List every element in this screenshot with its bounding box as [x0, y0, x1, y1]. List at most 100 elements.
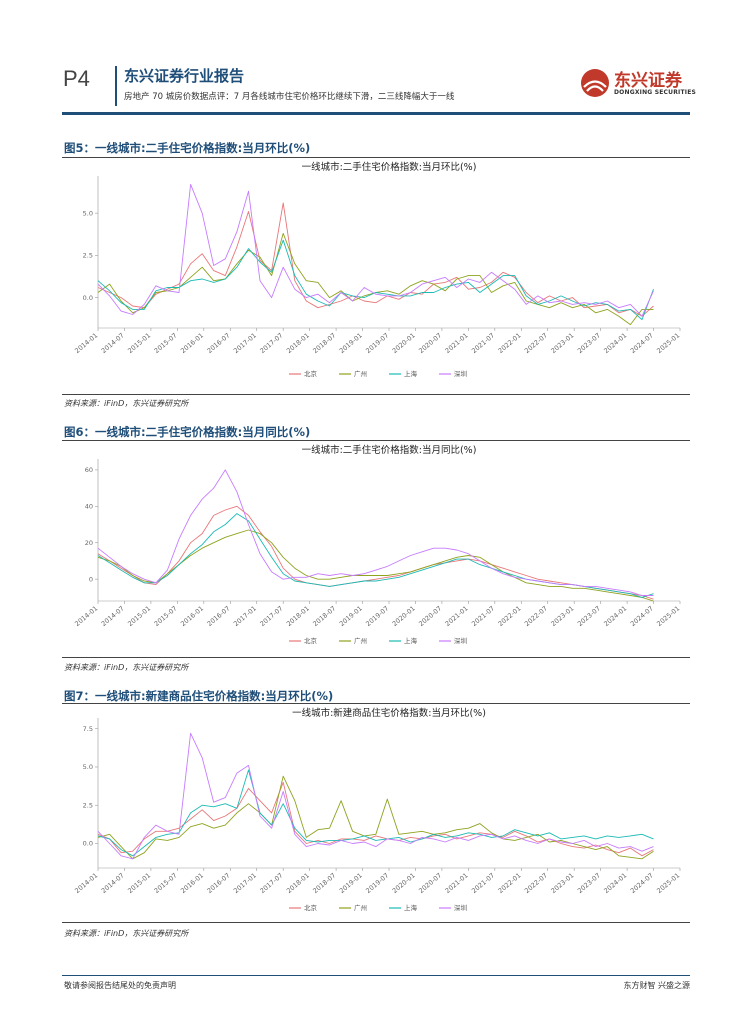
x-tick-label: 2017-01: [232, 331, 258, 355]
legend-label: 北京: [304, 369, 318, 378]
x-tick-label: 2021-01: [444, 331, 470, 355]
x-tick-label: 2015-07: [153, 871, 179, 895]
y-tick-label: 0.0: [83, 294, 93, 302]
footer-rule: [62, 975, 690, 976]
figure-7-source: 资料来源：iFinD，东兴证券研究所: [64, 929, 189, 938]
legend-label: 深圳: [454, 903, 467, 912]
figure-7-chart: 一线城市:新建商品住宅价格指数:当月环比(%) 0.0 2.5 5.0 7.5 2014-…: [62, 704, 690, 920]
x-tick-label: 2019-07: [364, 604, 390, 628]
y-tick-label: 40: [85, 503, 93, 511]
legend-label: 上海: [404, 636, 418, 645]
x-tick-label: 2018-07: [311, 604, 337, 628]
chart-2-svg: 一线城市:二手住宅价格指数:当月同比(%) 0 20 40 60 2014-01 2014-…: [73, 444, 681, 645]
page-number: P4: [63, 66, 90, 91]
figure-5-top-rule: [62, 157, 690, 158]
x-tick-label: 2022-01: [497, 604, 523, 628]
y-tick-label: 0.0: [83, 840, 93, 848]
legend-label: 深圳: [454, 369, 467, 378]
footer-disclaimer: 敬请参阅报告结尾处的免责声明: [64, 981, 176, 990]
x-tick-label: 2016-01: [179, 871, 205, 895]
x-tick-label: 2015-07: [153, 331, 179, 355]
legend-label: 上海: [404, 903, 418, 912]
x-tick-label: 2017-01: [232, 871, 258, 895]
x-tick-label: 2014-01: [73, 331, 99, 355]
x-tick-label: 2017-07: [259, 331, 285, 355]
chart-title: 一线城市:二手住宅价格指数:当月同比(%): [302, 444, 477, 456]
x-tick-label: 2015-01: [126, 871, 152, 895]
legend-label: 深圳: [454, 636, 467, 645]
chart-title: 一线城市:二手住宅价格指数:当月环比(%): [302, 161, 477, 173]
x-tick-label: 2025-01: [655, 604, 681, 628]
x-tick-label: 2015-07: [153, 604, 179, 628]
figure-6-top-rule: [62, 440, 690, 441]
chart-title: 一线城市:新建商品住宅价格指数:当月环比(%): [292, 707, 486, 719]
footer-slogan: 东方财智 兴盛之源: [623, 981, 690, 990]
x-tick-label: 2023-01: [550, 871, 576, 895]
x-tick-label: 2020-01: [391, 871, 417, 895]
y-tick-label: 2.5: [83, 801, 93, 809]
logo-emblem-icon: [581, 69, 609, 97]
x-tick-label: 2019-01: [338, 604, 364, 628]
header-divider: [115, 66, 117, 106]
series-line-1: [97, 202, 654, 317]
x-tick-label: 2022-07: [523, 871, 549, 895]
x-tick-label: 2020-07: [417, 331, 443, 355]
x-tick-label: 2024-07: [629, 604, 655, 628]
x-tick-label: 2023-07: [576, 604, 602, 628]
x-tick-label: 2016-07: [206, 331, 232, 355]
x-tick-label: 2019-01: [338, 331, 364, 355]
x-tick-label: 2016-07: [206, 604, 232, 628]
series-line-2: [97, 529, 654, 602]
report-subtitle: 房地产 70 城房价数据点评：7 月各线城市住宅价格环比继续下滑，二三线降幅大于…: [124, 92, 455, 102]
figure-5-chart: 一线城市:二手住宅价格指数:当月环比(%) 0.0 2.5 5.0 2014-01 201…: [62, 158, 690, 390]
x-tick-label: 2023-07: [576, 331, 602, 355]
x-tick-label: 2019-01: [338, 871, 364, 895]
y-tick-label: 5.0: [83, 209, 93, 217]
x-tick-label: 2017-07: [259, 604, 285, 628]
series-line-1: [97, 781, 654, 857]
legend-label: 广州: [354, 369, 367, 378]
y-tick-label: 0: [89, 575, 93, 583]
x-tick-label: 2023-07: [576, 871, 602, 895]
figure-7-top-rule: [62, 703, 690, 704]
y-tick-label: 2.5: [83, 252, 93, 260]
x-tick-label: 2021-01: [444, 871, 470, 895]
figure-5-bottom-rule: [62, 394, 690, 395]
report-type: 东兴证券行业报告: [124, 67, 245, 85]
series-line-4: [97, 469, 654, 596]
x-tick-label: 2024-07: [629, 331, 655, 355]
figure-7-bottom-rule: [62, 922, 690, 923]
figure-5-source: 资料来源：iFinD，东兴证券研究所: [64, 399, 189, 408]
x-tick-label: 2018-01: [285, 331, 311, 355]
x-tick-label: 2020-07: [417, 604, 443, 628]
x-tick-label: 2021-01: [444, 604, 470, 628]
legend-label: 广州: [354, 636, 367, 645]
x-tick-label: 2022-07: [523, 331, 549, 355]
x-tick-label: 2022-01: [497, 331, 523, 355]
x-tick-label: 2023-01: [550, 331, 576, 355]
y-tick-label: 60: [85, 466, 93, 474]
x-tick-label: 2014-07: [100, 871, 126, 895]
figure-6-source: 资料来源：iFinD，东兴证券研究所: [64, 663, 189, 672]
x-tick-label: 2014-07: [100, 604, 126, 628]
logo-text-cn: 东兴证券: [614, 71, 682, 91]
x-tick-label: 2014-01: [73, 604, 99, 628]
series-line-3: [97, 769, 654, 857]
legend-label: 上海: [404, 369, 418, 378]
x-tick-label: 2015-01: [126, 604, 152, 628]
x-tick-label: 2018-07: [311, 331, 337, 355]
figure-6-chart: 一线城市:二手住宅价格指数:当月同比(%) 0 20 40 60 2014-01 2014-…: [62, 441, 690, 655]
x-tick-label: 2014-07: [100, 331, 126, 355]
figure-5-title: 图5：一线城市:二手住宅价格指数:当月环比(%): [64, 141, 311, 155]
x-tick-label: 2024-01: [602, 604, 628, 628]
x-tick-label: 2019-07: [364, 331, 390, 355]
x-tick-label: 2018-01: [285, 604, 311, 628]
x-tick-label: 2021-07: [470, 331, 496, 355]
x-tick-label: 2024-07: [629, 871, 655, 895]
company-logo: 东兴证券 DONGXING SECURITIES: [580, 64, 700, 104]
series-line-4: [97, 732, 654, 860]
x-tick-label: 2025-01: [655, 331, 681, 355]
series-line-2: [97, 775, 654, 860]
y-tick-label: 20: [85, 539, 93, 547]
y-tick-label: 7.5: [83, 725, 93, 733]
